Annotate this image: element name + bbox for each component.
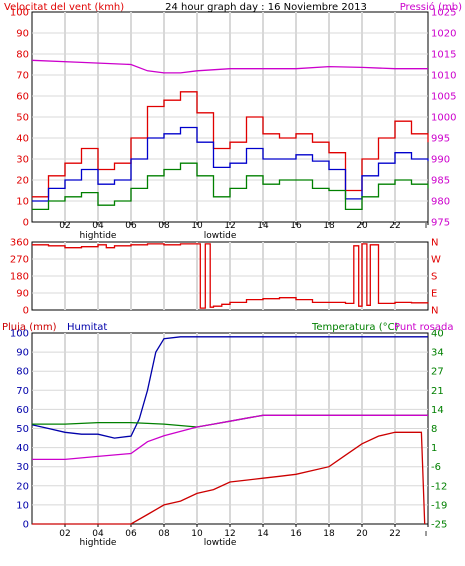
- y-tick-left: 360: [10, 238, 29, 249]
- y-tick-left: 50: [16, 113, 29, 124]
- series-wind_avg: [32, 126, 429, 202]
- wind-speed-axis-title: Velocitat del vent (kmh): [4, 2, 124, 13]
- y-tick-left: 80: [16, 367, 29, 378]
- x-tick-label: 06: [125, 529, 137, 539]
- y-tick-right: 975: [431, 218, 450, 229]
- tide-label: hightide: [80, 538, 117, 548]
- tide-label: lowtide: [204, 231, 237, 241]
- y-tick-right: W: [431, 255, 441, 266]
- series-pressure: [31, 59, 428, 74]
- y-tick-right: -12: [431, 481, 447, 492]
- y-tick-right: 1000: [431, 113, 456, 124]
- y-tick-left: 0: [23, 520, 29, 531]
- rain-axis-title: Pluja (mm): [2, 322, 57, 333]
- y-tick-right: 21: [431, 386, 444, 397]
- y-tick-right: 995: [431, 134, 450, 145]
- x-tick-label: 10: [191, 529, 203, 539]
- temperature-axis-title: Temperatura (°C): [311, 322, 399, 333]
- tide-label: hightide: [80, 231, 117, 241]
- y-tick-right: 990: [431, 155, 450, 166]
- y-tick-left: 180: [10, 272, 29, 283]
- pressure-axis-title: Pressió (mb): [400, 1, 462, 13]
- y-tick-right: -6: [431, 462, 441, 473]
- y-tick-right: 40: [431, 329, 444, 340]
- y-tick-left: 90: [16, 289, 29, 300]
- y-tick-right: 8: [431, 424, 437, 435]
- y-tick-left: 80: [16, 50, 29, 61]
- x-tick-label: 22: [389, 221, 400, 231]
- y-tick-left: 30: [16, 462, 29, 473]
- x-tick-label: 08: [158, 221, 170, 231]
- y-tick-right: N: [431, 306, 438, 317]
- series-dewpoint: [32, 414, 428, 461]
- y-tick-left: 30: [16, 155, 29, 166]
- y-tick-left: 70: [16, 386, 29, 397]
- series-rain: [32, 431, 426, 525]
- y-tick-left: 20: [16, 481, 29, 492]
- x-tick-label: 14: [257, 221, 269, 231]
- y-tick-right: 980: [431, 197, 450, 208]
- y-tick-left: 60: [16, 405, 29, 416]
- y-tick-left: 50: [16, 424, 29, 435]
- y-tick-left: 60: [16, 92, 29, 103]
- x-tick-label: 04: [92, 221, 104, 231]
- y-tick-left: 70: [16, 71, 29, 82]
- x-tick-label: 12: [224, 221, 235, 231]
- y-tick-left: 100: [10, 329, 29, 340]
- y-tick-right: 27: [431, 367, 444, 378]
- y-tick-right: 34: [431, 348, 444, 359]
- series-humidity: [31, 336, 428, 439]
- dewpoint-axis-title: Punt rosada: [394, 322, 453, 333]
- y-tick-left: 90: [16, 29, 29, 40]
- y-tick-right: 14: [431, 405, 444, 416]
- x-tick-label: 16: [290, 529, 302, 539]
- y-tick-left: 270: [10, 255, 29, 266]
- graph-title: 24 hour graph day : 16 Noviembre 2013: [165, 2, 367, 13]
- y-tick-right: 1005: [431, 92, 456, 103]
- x-tick-label: 02: [59, 221, 70, 231]
- x-tick-label: 22: [389, 529, 400, 539]
- y-tick-right: S: [431, 272, 437, 283]
- y-tick-left: 40: [16, 134, 29, 145]
- humidity-axis-title: Humitat: [67, 322, 107, 333]
- y-tick-right: 1020: [431, 29, 456, 40]
- x-tick-label: 18: [323, 221, 335, 231]
- y-tick-left: 0: [23, 218, 29, 229]
- y-tick-right: 1015: [431, 50, 456, 61]
- x-tick-label: 20: [356, 529, 368, 539]
- x-tick-label: 18: [323, 529, 335, 539]
- y-tick-right: -19: [431, 500, 447, 511]
- x-tick-end: ı: [425, 221, 428, 231]
- x-tick-label: 06: [125, 221, 137, 231]
- y-tick-left: 10: [16, 197, 29, 208]
- series-wind_min: [32, 162, 429, 211]
- y-tick-right: 1010: [431, 71, 456, 82]
- tide-label: lowtide: [204, 538, 237, 548]
- y-tick-right: E: [431, 289, 437, 300]
- y-tick-left: 20: [16, 176, 29, 187]
- series-direction: [32, 243, 429, 309]
- y-tick-left: 100: [10, 8, 29, 19]
- x-tick-label: 08: [158, 529, 170, 539]
- x-tick-label: 14: [257, 529, 269, 539]
- y-tick-right: -25: [431, 520, 447, 531]
- x-tick-label: 12: [224, 529, 235, 539]
- y-tick-right: 1025: [431, 8, 456, 19]
- x-tick-label: 20: [356, 221, 368, 231]
- x-tick-label: 02: [59, 529, 70, 539]
- y-tick-left: 90: [16, 348, 29, 359]
- y-tick-right: 1: [431, 443, 437, 454]
- x-tick-label: 16: [290, 221, 302, 231]
- x-tick-label: 10: [191, 221, 203, 231]
- y-tick-left: 40: [16, 443, 29, 454]
- x-tick-label: 04: [92, 529, 104, 539]
- y-tick-left: 10: [16, 500, 29, 511]
- x-tick-end: ı: [425, 529, 428, 539]
- y-tick-right: 985: [431, 176, 450, 187]
- y-tick-right: N: [431, 238, 438, 249]
- y-tick-left: 0: [23, 306, 29, 317]
